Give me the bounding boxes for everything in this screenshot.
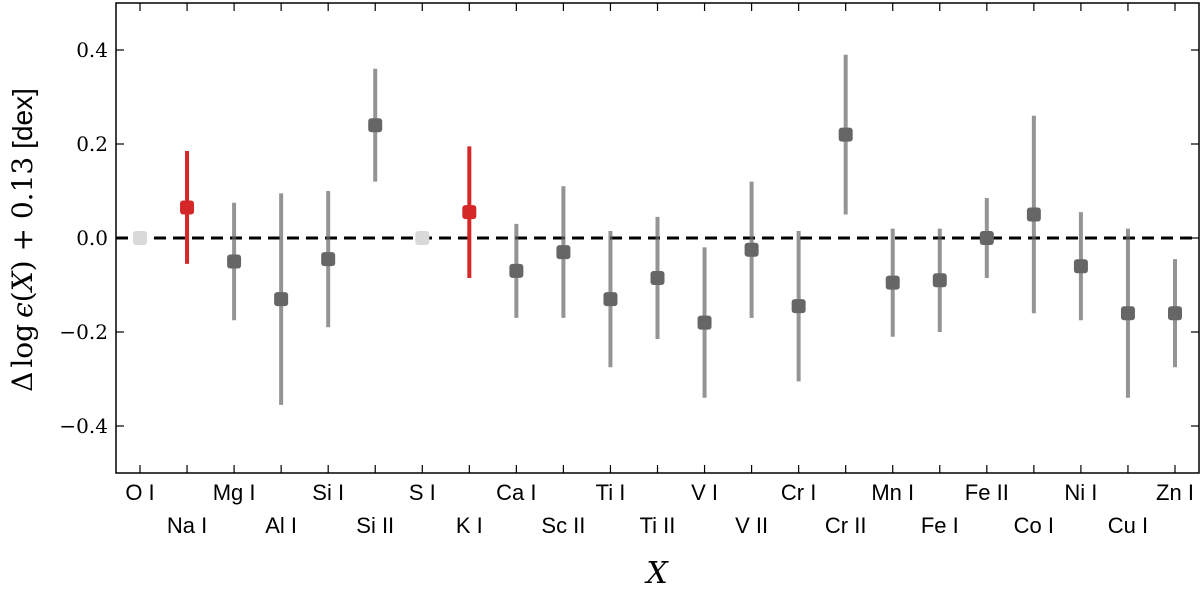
x-category-label: Ca I — [496, 480, 536, 505]
x-axis-label: X — [644, 556, 669, 589]
data-point — [1026, 207, 1041, 222]
y-label-delta: Δ — [6, 372, 39, 392]
y-label-log: log — [6, 324, 39, 368]
x-category-label: Cu I — [1108, 513, 1148, 538]
x-category-label: K I — [456, 513, 483, 538]
x-category-label: Ni I — [1064, 480, 1097, 505]
data-point — [650, 270, 665, 285]
y-label-x: X — [6, 270, 39, 293]
x-category-label: Fe I — [921, 513, 959, 538]
x-category-label: V II — [735, 513, 768, 538]
data-point — [744, 242, 759, 257]
data-point — [1120, 306, 1135, 321]
data-point — [556, 245, 571, 260]
data-point — [932, 273, 947, 288]
data-point — [462, 205, 477, 220]
x-category-label: Ti II — [640, 513, 676, 538]
y-tick-label: 0.4 — [76, 38, 108, 62]
y-tick-label: −0.2 — [59, 320, 108, 344]
data-point — [603, 292, 618, 307]
x-category-label: S I — [409, 480, 436, 505]
x-category-label: Cr I — [781, 480, 816, 505]
x-category-label: Ti I — [596, 480, 626, 505]
x-category-label: Cr II — [825, 513, 867, 538]
y-tick-label: 0.2 — [76, 132, 108, 156]
x-category-label: Si II — [356, 513, 394, 538]
data-point — [1168, 306, 1182, 321]
y-label-epsilon: ϵ — [6, 302, 39, 318]
y-label-offset: + 0.13 — [6, 157, 39, 261]
y-label-close: ) — [6, 260, 39, 271]
y-axis-label: Δlog ϵ(X) + 0.13 [dex] — [6, 88, 39, 392]
svg-text:Δlogϵ(X) + 0.13[dex]: Δlog ϵ(X) + 0.13 [dex] — [6, 88, 39, 392]
y-label-unit: [dex] — [7, 88, 38, 149]
x-category-label: Fe II — [965, 480, 1009, 505]
data-point — [180, 200, 195, 215]
data-point — [697, 315, 712, 330]
data-point — [885, 275, 900, 290]
x-category-label: Al I — [265, 513, 297, 538]
x-category-label: Co I — [1014, 513, 1054, 538]
data-point — [133, 231, 147, 245]
data-point — [227, 254, 242, 269]
data-point — [415, 231, 430, 245]
x-category-label: Na I — [167, 513, 207, 538]
x-category-label: Sc II — [541, 513, 585, 538]
x-category-label: V I — [691, 480, 718, 505]
data-point — [791, 299, 806, 314]
data-point — [274, 292, 289, 307]
x-category-label: Mg I — [213, 480, 256, 505]
x-category-label: O I — [125, 480, 154, 505]
data-point — [979, 231, 994, 245]
data-point — [321, 252, 336, 267]
y-tick-label: −0.4 — [59, 414, 108, 438]
data-point — [1073, 259, 1088, 274]
x-category-label: Zn I — [1156, 480, 1194, 505]
y-label-open: ( — [6, 291, 39, 302]
data-point — [368, 118, 383, 133]
x-category-label: Mn I — [871, 480, 914, 505]
y-tick-label: 0.0 — [76, 226, 108, 250]
x-category-label: Si I — [312, 480, 344, 505]
data-point — [838, 127, 853, 142]
data-point — [509, 263, 524, 278]
